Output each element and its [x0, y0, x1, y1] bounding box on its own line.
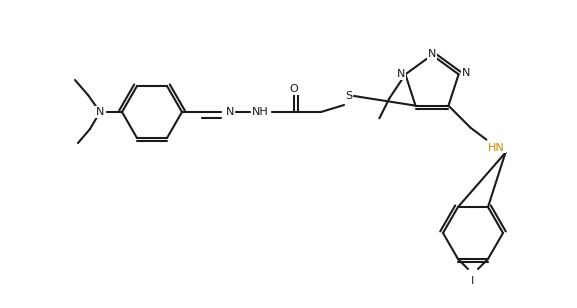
- Text: N: N: [428, 49, 436, 59]
- Text: O: O: [290, 84, 298, 94]
- Text: NH: NH: [252, 107, 268, 117]
- Text: N: N: [96, 107, 104, 117]
- Text: I: I: [471, 276, 475, 286]
- Text: HN: HN: [488, 143, 505, 153]
- Text: N: N: [462, 68, 470, 78]
- Text: N: N: [226, 107, 234, 117]
- Text: S: S: [346, 91, 353, 101]
- Text: N: N: [397, 69, 406, 79]
